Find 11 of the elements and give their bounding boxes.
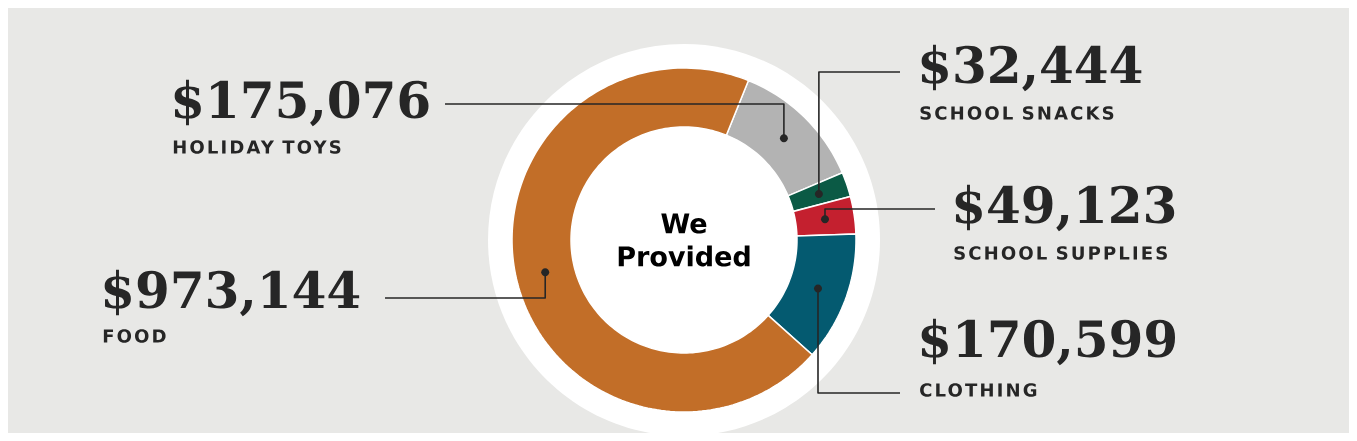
data-label: $49,123 bbox=[955, 184, 1175, 232]
slice-label: SCHOOL SUPPLIES bbox=[954, 246, 1167, 260]
slice-label: SCHOOL SNACKS bbox=[920, 106, 1114, 120]
data-label: $973,144 bbox=[104, 269, 360, 317]
slice-label: FOOD bbox=[103, 329, 166, 343]
text: We Provided bbox=[618, 213, 750, 267]
data-label: $170,599 bbox=[921, 318, 1176, 366]
data-label: $175,076 bbox=[174, 79, 429, 127]
slice-label: CLOTHING bbox=[920, 383, 1037, 397]
slice-label: HOLIDAY TOYS bbox=[173, 140, 341, 154]
data-label: $32,444 bbox=[921, 44, 1142, 92]
